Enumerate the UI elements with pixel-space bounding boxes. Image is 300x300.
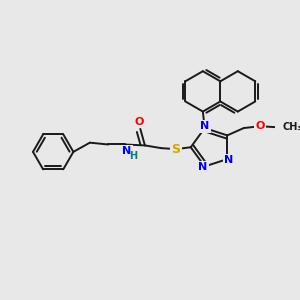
Text: H: H bbox=[129, 151, 137, 160]
Text: CH₃: CH₃ bbox=[282, 122, 300, 132]
Text: O: O bbox=[256, 121, 265, 131]
Text: N: N bbox=[198, 162, 208, 172]
Text: N: N bbox=[200, 121, 209, 131]
Text: N: N bbox=[224, 155, 234, 165]
Text: N: N bbox=[122, 146, 131, 156]
Text: S: S bbox=[172, 142, 181, 156]
Text: O: O bbox=[135, 117, 144, 127]
